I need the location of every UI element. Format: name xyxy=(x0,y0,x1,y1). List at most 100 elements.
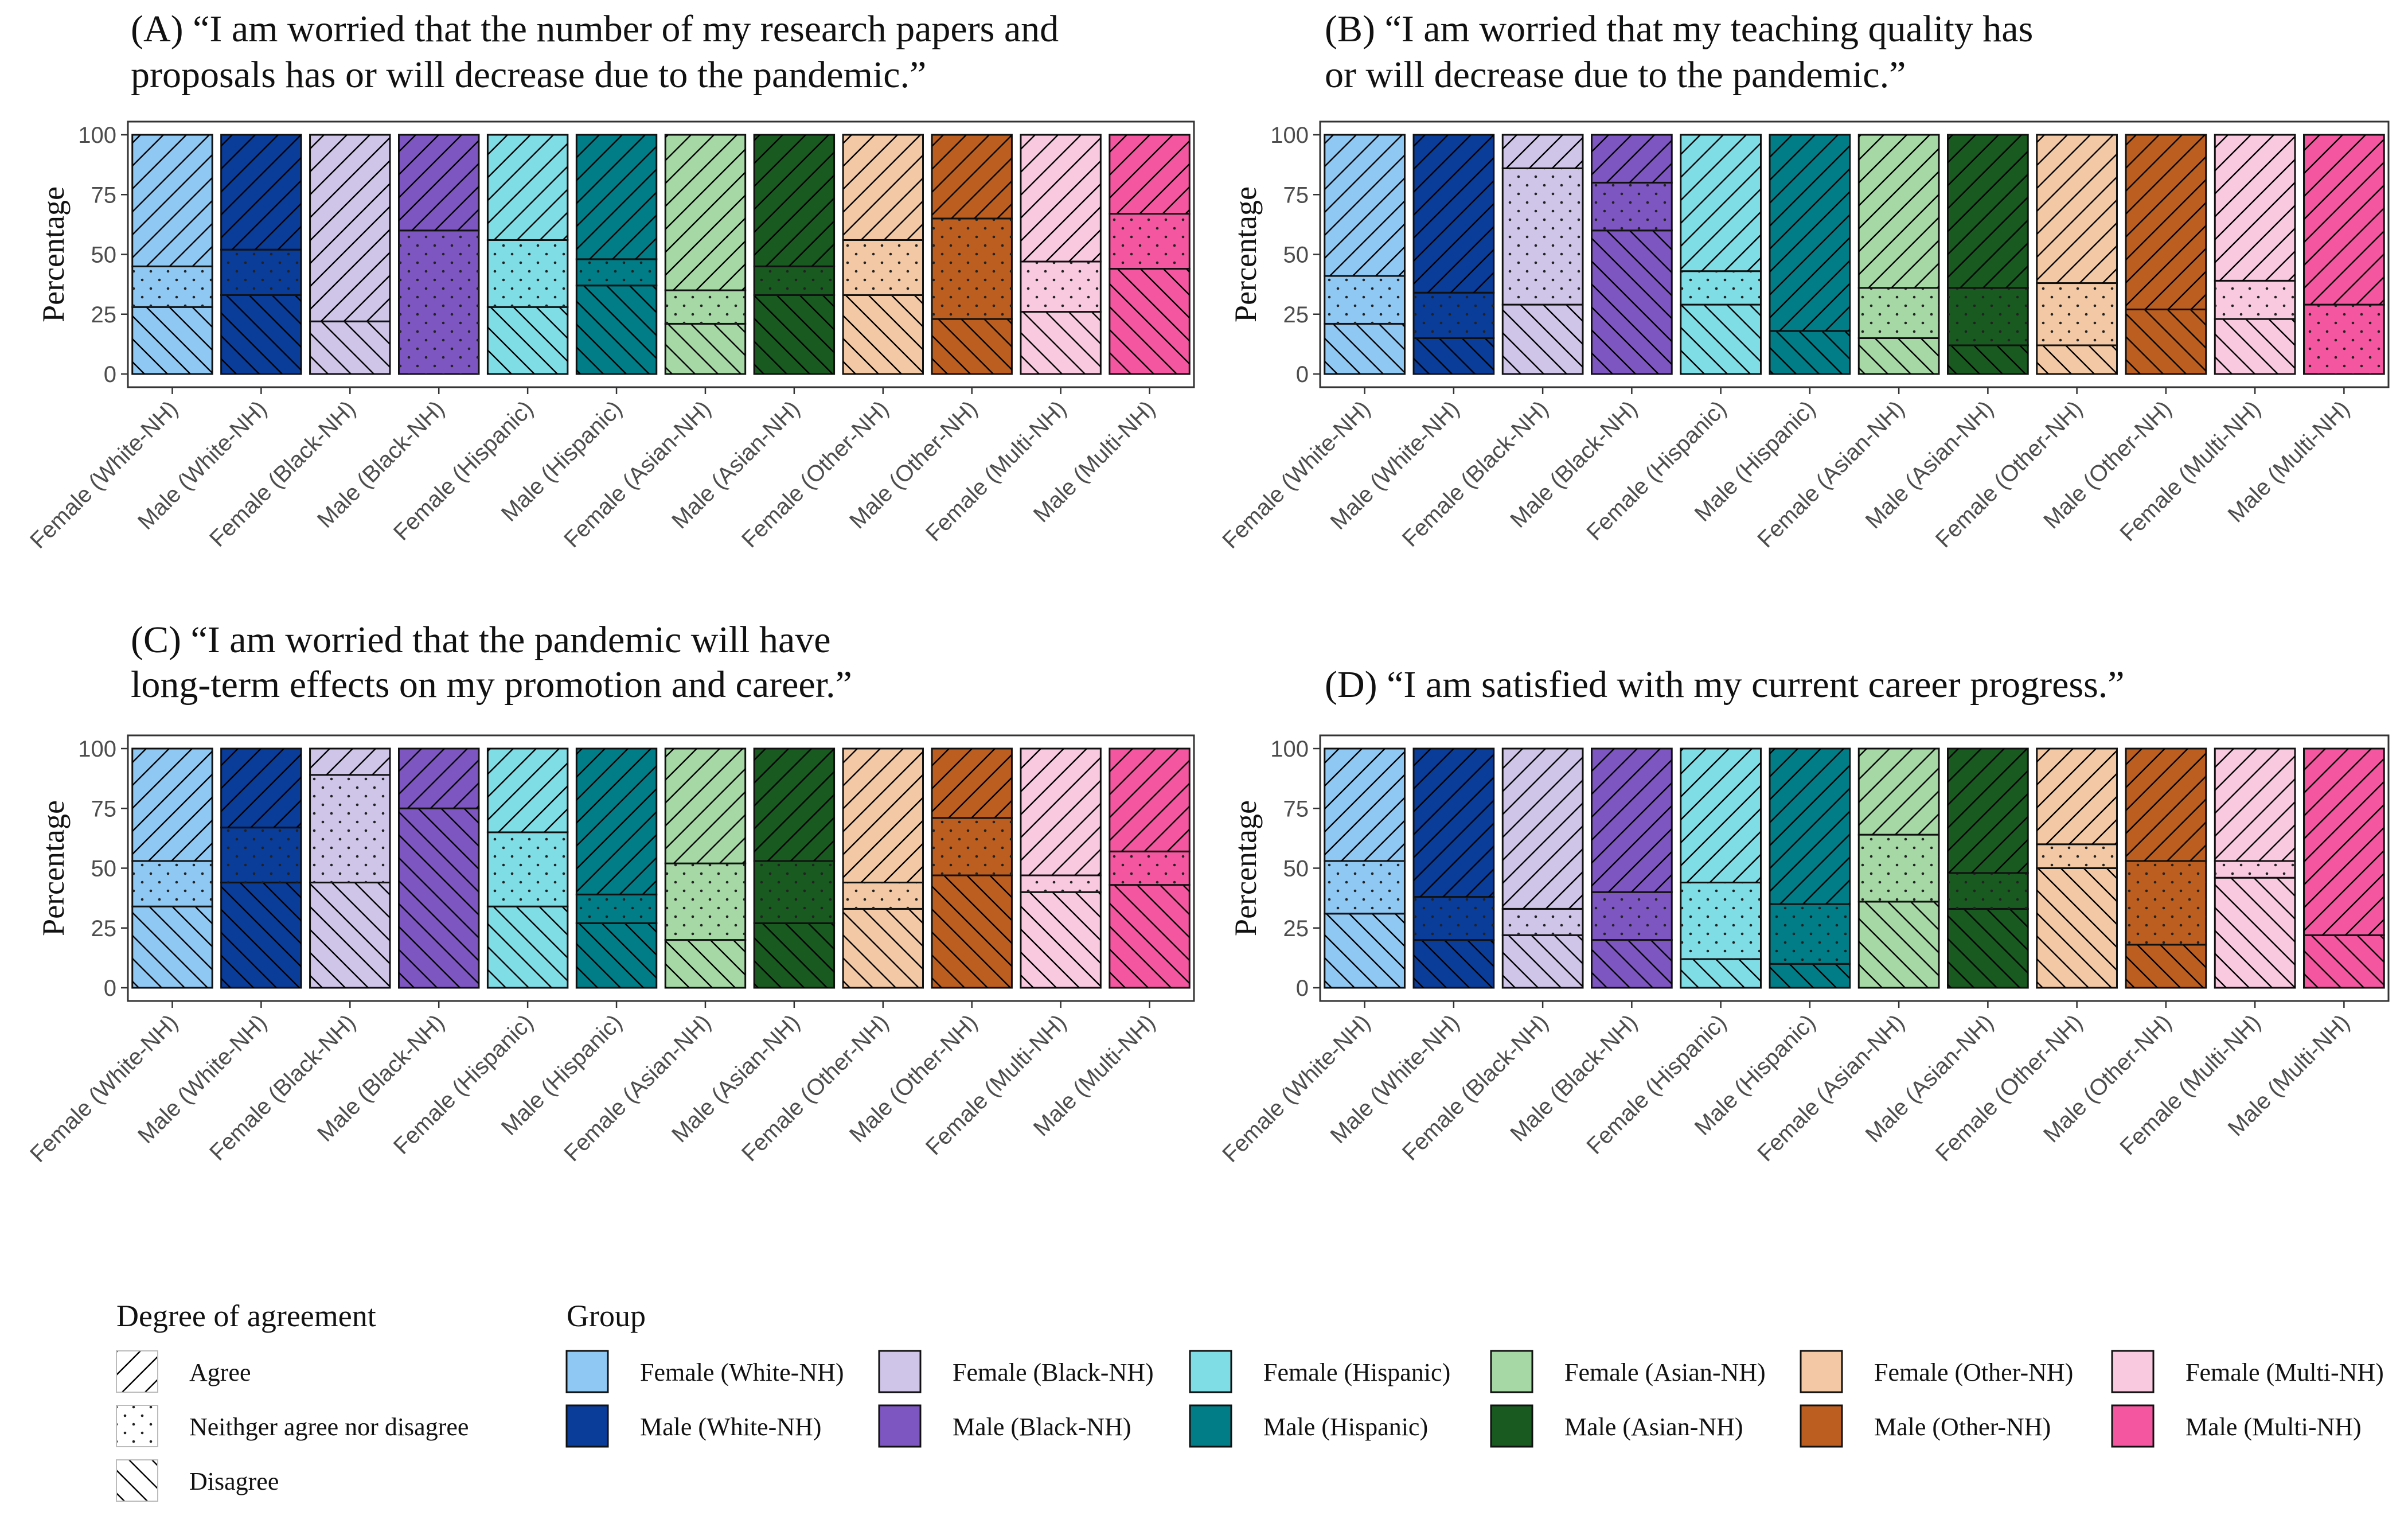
panel-b-bar-1-neutral-pattern xyxy=(1324,276,1405,324)
group-legend-title: Group xyxy=(567,1299,646,1333)
panel-b-bar-12-agree-pattern xyxy=(2304,135,2384,305)
panel-d-bar-1-disagree-pattern xyxy=(1324,913,1405,988)
panel-b-category-label-9: Female (Other-NH) xyxy=(1931,396,2087,552)
panel-c-y-tick-100: 100 xyxy=(78,737,116,762)
panel-a-bar-9-disagree-pattern xyxy=(843,295,923,374)
panel-d-bar-11-disagree-pattern xyxy=(2215,878,2295,988)
panel-c-bar-6-neutral-pattern xyxy=(576,894,657,924)
panel-a-y-axis-title: Percentage xyxy=(36,186,71,322)
disagree-swatch xyxy=(116,1459,158,1502)
panel-c-bar-12-agree-pattern xyxy=(1109,749,1190,852)
panel-a-bar-6-neutral-pattern xyxy=(576,259,657,286)
panel-a-bar-3-agree-pattern xyxy=(310,135,391,322)
panel-a-y-tick-0: 0 xyxy=(104,362,116,387)
panel-d-bar-2-agree-pattern xyxy=(1414,749,1494,897)
panel-a-bar-11-neutral-pattern xyxy=(1020,262,1101,312)
panel-a-bar-10-agree-pattern xyxy=(931,135,1012,219)
panel-b-bar-8-neutral-pattern xyxy=(1948,287,2028,345)
panel-c-bar-7-disagree-pattern xyxy=(665,940,746,988)
panel-b-bar-3-neutral-pattern xyxy=(1502,168,1583,305)
panel-b-bar-2-disagree-pattern xyxy=(1414,338,1494,374)
panel-d-bar-11-neutral-pattern xyxy=(2215,860,2295,878)
panel-c-bar-8-agree-pattern xyxy=(754,749,834,861)
panel-d-y-tick-50: 50 xyxy=(1283,856,1309,882)
panel-b-bar-11-disagree-pattern xyxy=(2215,319,2295,374)
panel-d-y-tick-100: 100 xyxy=(1270,737,1309,762)
panel-d-category-label-1: Female (White-NH) xyxy=(1217,1010,1375,1167)
panel-d-title-line-2: (D) “I am satisfied with my current care… xyxy=(1325,664,2125,706)
panel-d-bar-1-neutral-pattern xyxy=(1324,860,1405,914)
panel-b-bar-10-disagree-pattern xyxy=(2126,309,2206,374)
group-legend-entry-5: Female (Hispanic) xyxy=(1189,1350,1450,1393)
panel-c-bar-3-agree-pattern xyxy=(310,749,391,775)
panel-d-y-tick-75: 75 xyxy=(1283,796,1309,821)
panel-c-title-line-2: long-term effects on my promotion and ca… xyxy=(131,664,852,706)
disagree-legend-label: Disagree xyxy=(189,1467,279,1495)
panel-a-bar-4-agree-pattern xyxy=(399,135,479,231)
panel-b-bar-4-agree-pattern xyxy=(1591,135,1672,183)
group-swatch-2 xyxy=(565,1404,609,1448)
group-legend-label-8: Male (Asian-NH) xyxy=(1564,1413,1743,1441)
panel-d-bar-4-agree-pattern xyxy=(1591,749,1672,893)
panel-a-bar-7-neutral-pattern xyxy=(665,290,746,324)
panel-b-bar-7-neutral-pattern xyxy=(1859,287,1939,338)
agreement-legend-agree: Agree xyxy=(116,1350,251,1393)
panel-a-category-label-9: Female (Other-NH) xyxy=(737,396,893,552)
panel-c-bar-4-disagree-pattern xyxy=(399,808,479,988)
panel-a-bar-12-neutral-pattern xyxy=(1109,213,1190,269)
agree-swatch xyxy=(116,1350,158,1393)
agree-legend-label: Agree xyxy=(189,1358,251,1386)
neutral-swatch xyxy=(116,1405,158,1447)
panel-a-bar-12-agree-pattern xyxy=(1109,135,1190,214)
panel-b-plot-border xyxy=(1319,120,2390,388)
panel-d-bar-3-agree-pattern xyxy=(1502,749,1583,909)
panel-b-bar-4-neutral-pattern xyxy=(1591,182,1672,231)
panel-a-bar-2-disagree-pattern xyxy=(221,295,302,374)
panel-a-category-label-1: Female (White-NH) xyxy=(25,396,183,554)
panel-a-bar-8-neutral-pattern xyxy=(754,266,834,295)
panel-c-bar-3-disagree-pattern xyxy=(310,882,391,988)
panel-c-category-label-1: Female (White-NH) xyxy=(25,1010,183,1167)
panel-c-y-tick-75: 75 xyxy=(91,796,117,821)
panel-c-bar-5-agree-pattern xyxy=(487,749,568,832)
panel-a-title-line-2: proposals has or will decrease due to th… xyxy=(131,54,926,96)
panel-c-bar-2-agree-pattern xyxy=(221,749,302,828)
panel-c-category-label-3: Female (Black-NH) xyxy=(205,1010,361,1166)
panel-b-bar-7-disagree-pattern xyxy=(1859,338,1939,374)
group-legend-entries: Female (White-NH) Male (White-NH) Female (… xyxy=(565,1350,2384,1448)
panel-b-y-axis-title: Percentage xyxy=(1228,186,1263,322)
panel-b-bar-9-agree-pattern xyxy=(2036,135,2117,283)
panel-c-y-axis-title: Percentage xyxy=(36,800,71,936)
group-legend-label-4: Male (Black-NH) xyxy=(953,1413,1131,1441)
panel-c-bar-8-disagree-pattern xyxy=(754,923,834,988)
panel-c-category-label-7: Female (Asian-NH) xyxy=(559,1010,716,1166)
panel-d-bar-3-neutral-pattern xyxy=(1502,909,1583,936)
group-legend-label-2: Male (White-NH) xyxy=(640,1413,821,1441)
group-legend-entry-7: Female (Asian-NH) xyxy=(1490,1350,1766,1393)
group-legend-entry-6: Male (Hispanic) xyxy=(1189,1404,1428,1448)
panel-d-bar-7-agree-pattern xyxy=(1859,749,1939,835)
panel-b-category-label-3: Female (Black-NH) xyxy=(1398,396,1554,552)
panel-a-bar-11-agree-pattern xyxy=(1020,135,1101,262)
panel-c-bar-11-agree-pattern xyxy=(1020,749,1101,876)
panel-c-bar-5-disagree-pattern xyxy=(487,906,568,988)
panel-b-bar-11-agree-pattern xyxy=(2215,135,2295,281)
panel-c-bar-6-agree-pattern xyxy=(576,749,657,895)
panel-b-bar-4-disagree-pattern xyxy=(1591,230,1672,374)
panel-b-y-tick-100: 100 xyxy=(1270,123,1309,148)
neutral-legend-label: Neithger agree nor disagree xyxy=(189,1413,469,1441)
panel-b-title-line-2: or will decrease due to the pandemic.” xyxy=(1325,54,1906,96)
panel-d-bar-1-agree-pattern xyxy=(1324,749,1405,861)
panel-a-title-line-1: (A) “I am worried that the number of my … xyxy=(131,8,1059,50)
panel-c-y-tick-0: 0 xyxy=(104,976,116,1001)
group-legend-entry-1: Female (White-NH) xyxy=(565,1350,844,1393)
panel-c-bar-1-agree-pattern xyxy=(132,749,213,861)
panel-c-bar-7-agree-pattern xyxy=(665,749,746,864)
panel-c-bar-9-agree-pattern xyxy=(843,749,923,883)
panel-c-category-label-9: Female (Other-NH) xyxy=(737,1010,893,1166)
panel-c-bar-7-neutral-pattern xyxy=(665,863,746,940)
agreement-legend-title: Degree of agreement xyxy=(116,1299,376,1333)
panel-a-category-label-7: Female (Asian-NH) xyxy=(559,396,716,552)
panel-b-category-label-7: Female (Asian-NH) xyxy=(1753,396,1909,552)
panel-d-bar-5-neutral-pattern xyxy=(1680,882,1761,959)
